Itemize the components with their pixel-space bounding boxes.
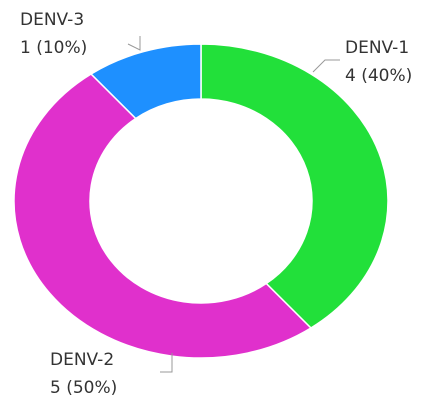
leader-line — [312, 59, 340, 73]
leader-line — [127, 36, 141, 51]
slice-label: DENV-1 — [345, 38, 409, 58]
slice-label: DENV-3 — [20, 10, 84, 30]
leader-line — [160, 353, 173, 373]
slice-label: DENV-2 — [50, 350, 114, 370]
value-label: 4 (40%) — [345, 66, 412, 86]
value-label: 5 (50%) — [50, 378, 117, 398]
slice — [200, 43, 389, 329]
slice — [89, 43, 202, 120]
value-label: 1 (10%) — [20, 38, 87, 58]
slice — [13, 73, 313, 359]
